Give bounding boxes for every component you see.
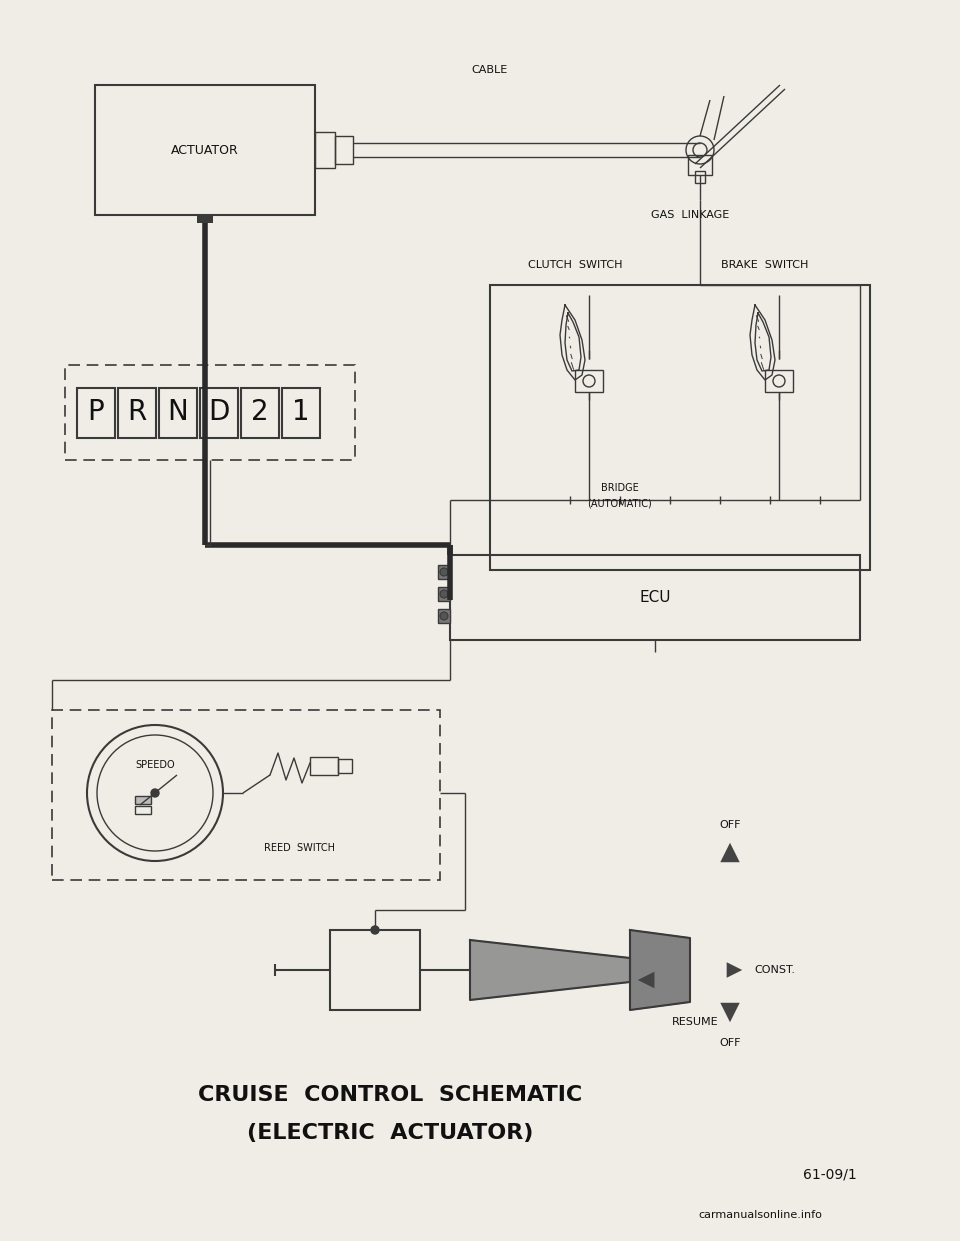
Polygon shape — [630, 930, 690, 1010]
Bar — [438, 609, 450, 623]
Bar — [335, 137, 353, 164]
Circle shape — [440, 568, 448, 576]
Circle shape — [440, 612, 448, 620]
Bar — [65, 365, 355, 460]
Bar — [695, 171, 705, 182]
Text: OFF: OFF — [719, 820, 741, 830]
Bar — [438, 587, 450, 601]
Text: REED  SWITCH: REED SWITCH — [265, 843, 335, 853]
Text: D: D — [208, 398, 229, 427]
Bar — [765, 370, 793, 392]
Text: N: N — [168, 398, 188, 427]
Bar — [241, 387, 279, 438]
Text: BRIDGE: BRIDGE — [601, 483, 638, 493]
Bar — [450, 555, 860, 640]
Text: (AUTOMATIC): (AUTOMATIC) — [588, 498, 653, 508]
Text: SPEEDO: SPEEDO — [135, 759, 175, 769]
Text: CRUISE  CONTROL  SCHEMATIC: CRUISE CONTROL SCHEMATIC — [198, 1085, 582, 1104]
Bar — [575, 370, 603, 392]
Bar — [118, 387, 156, 438]
Bar — [77, 387, 115, 438]
Text: OFF: OFF — [719, 1037, 741, 1047]
Text: RESUME: RESUME — [672, 1018, 718, 1028]
Text: 2: 2 — [252, 398, 269, 427]
Bar — [159, 387, 197, 438]
Text: GAS  LINKAGE: GAS LINKAGE — [651, 210, 730, 220]
Bar — [135, 795, 151, 804]
Bar — [310, 757, 338, 774]
Bar — [490, 285, 870, 570]
Bar — [315, 132, 335, 168]
Text: BRAKE  SWITCH: BRAKE SWITCH — [721, 261, 808, 271]
Text: ACTUATOR: ACTUATOR — [171, 144, 239, 156]
Text: ECU: ECU — [639, 589, 671, 606]
Bar — [200, 387, 238, 438]
Bar — [282, 387, 320, 438]
Bar — [95, 84, 315, 215]
Bar — [438, 565, 450, 580]
Text: R: R — [128, 398, 147, 427]
Bar — [330, 930, 420, 1010]
Circle shape — [151, 789, 159, 797]
Text: (ELECTRIC  ACTUATOR): (ELECTRIC ACTUATOR) — [247, 1123, 533, 1143]
Text: carmanualsonline.info: carmanualsonline.info — [698, 1210, 822, 1220]
Circle shape — [440, 589, 448, 598]
Text: CABLE: CABLE — [472, 65, 508, 74]
Text: P: P — [87, 398, 105, 427]
Bar — [135, 805, 151, 814]
Bar — [197, 215, 213, 223]
Text: 1: 1 — [292, 398, 310, 427]
Polygon shape — [470, 939, 630, 1000]
Text: 61-09/1: 61-09/1 — [804, 1168, 857, 1181]
Text: CLUTCH  SWITCH: CLUTCH SWITCH — [528, 261, 622, 271]
Text: CONST.: CONST. — [755, 965, 796, 975]
Bar — [52, 710, 440, 880]
Bar — [688, 155, 712, 175]
Bar — [338, 759, 352, 773]
Circle shape — [371, 926, 379, 934]
